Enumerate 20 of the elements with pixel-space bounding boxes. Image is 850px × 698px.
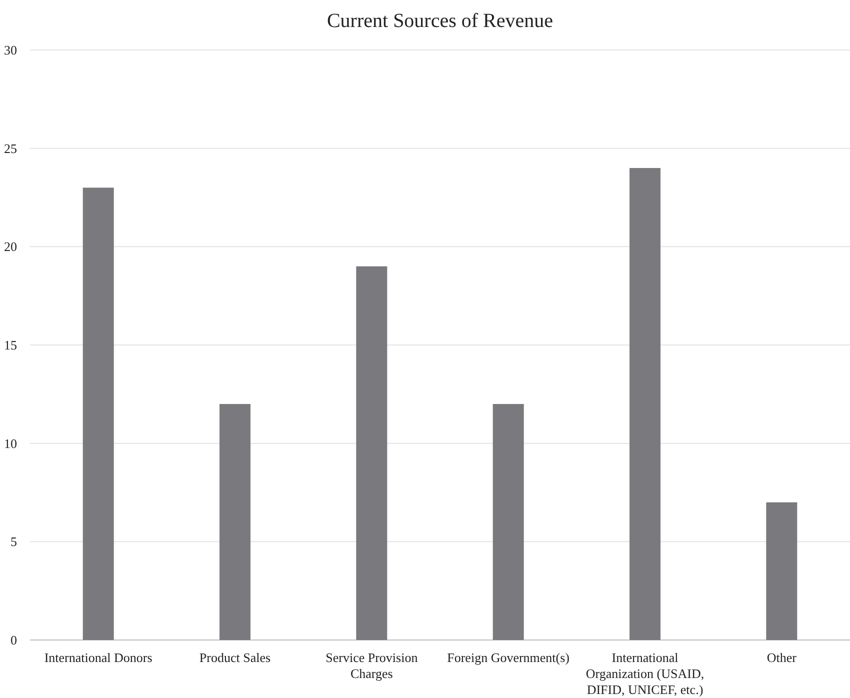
x-tick-label: International Organization (USAID, DIFID, UNICEF, etc.) — [586, 650, 704, 697]
y-tick-label: 10 — [4, 436, 17, 451]
bar — [82, 188, 114, 640]
y-tick-label: 25 — [4, 140, 17, 156]
y-tick-label: 20 — [4, 239, 17, 254]
bar — [630, 168, 660, 640]
x-tick-label: Foreign Government(s) — [447, 650, 570, 665]
y-tick-label: 5 — [10, 534, 17, 550]
y-tick-label: 15 — [4, 338, 17, 353]
x-tick-label: International Donors — [44, 650, 152, 665]
x-tick-label: Other — [766, 650, 798, 665]
chart-title: Current Sources of Revenue — [326, 10, 554, 32]
bar — [220, 404, 250, 640]
bar — [492, 404, 524, 640]
y-tick-label: 30 — [4, 42, 17, 58]
y-tick-label: 0 — [10, 632, 17, 648]
bar — [766, 502, 798, 640]
x-tick-label: Service Provision Charges — [326, 650, 418, 681]
bar — [356, 266, 388, 640]
x-tick-label: Product Sales — [199, 650, 271, 665]
